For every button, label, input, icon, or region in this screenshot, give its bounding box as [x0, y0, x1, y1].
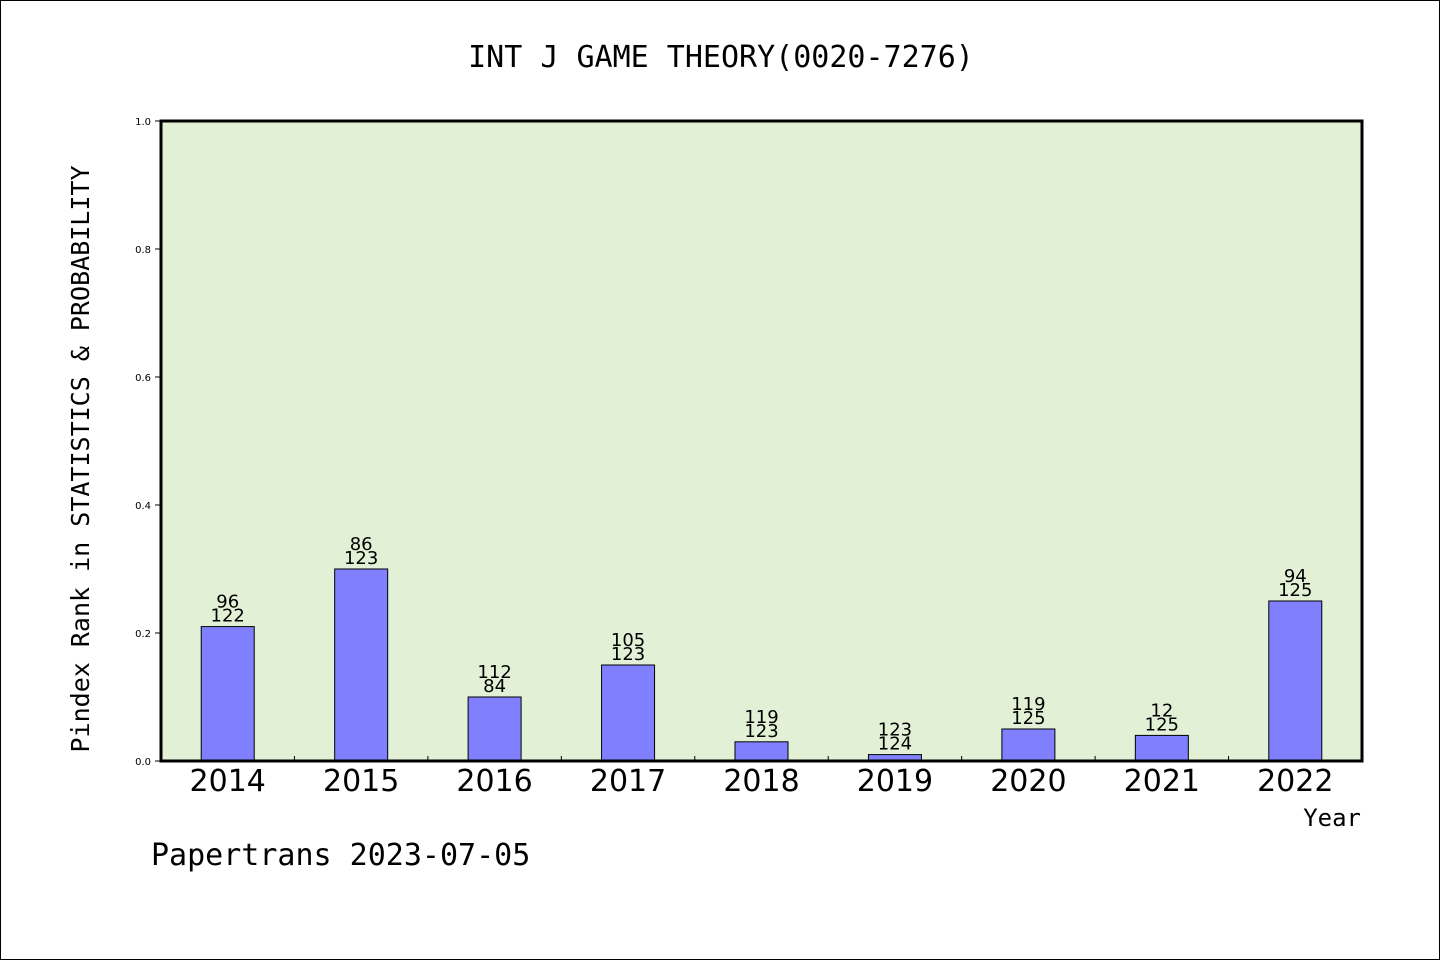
- data-label-top: 123: [878, 720, 912, 741]
- data-label-top: 119: [1011, 694, 1045, 715]
- x-tick-label: 2019: [857, 764, 933, 799]
- x-tick-label: 2021: [1124, 764, 1200, 799]
- data-label-top: 96: [216, 592, 239, 613]
- data-label-bottom: 125: [1145, 714, 1179, 735]
- data-label-bottom: 124: [878, 734, 912, 755]
- bar-2018: [734, 741, 789, 762]
- y-tick-label: 1.0: [135, 117, 151, 128]
- x-tick-label: 2015: [323, 764, 399, 799]
- plot-border: [159, 119, 1364, 763]
- y-axis-label: Pindex Rank in STATISTICS & PROBABILITY: [66, 166, 95, 753]
- chart-title: INT J GAME THEORY(0020-7276): [468, 40, 974, 75]
- x-tick-label: 2018: [723, 764, 799, 799]
- y-tick-label: 0.0: [135, 757, 151, 768]
- y-axis-ticks: 0.0 0.2 0.4 0.6 0.8 1.0: [135, 117, 161, 768]
- x-tick-label: 2022: [1257, 764, 1333, 799]
- data-label-top: 94: [1284, 566, 1307, 587]
- x-axis-ticks: 2014 2015 2016 2017 2018 2019 2020 2021 2022: [190, 756, 1333, 799]
- data-label-top: 105: [611, 630, 645, 651]
- bar-2014: [200, 626, 255, 762]
- bar-2022: [1268, 600, 1323, 762]
- data-label-top: 112: [477, 662, 511, 683]
- data-label-bottom: 125: [1278, 580, 1312, 601]
- data-label-top: 86: [350, 534, 373, 555]
- x-tick-label: 2017: [590, 764, 666, 799]
- x-tick-label: 2016: [456, 764, 532, 799]
- data-label-bottom: 125: [1011, 708, 1045, 729]
- bar-2016: [467, 696, 522, 762]
- y-tick-label: 0.2: [135, 629, 151, 640]
- footer-text: Papertrans 2023-07-05: [151, 838, 530, 873]
- x-axis-label: Year: [1303, 804, 1361, 832]
- x-tick-label: 2014: [190, 764, 266, 799]
- data-label-bottom: 122: [211, 606, 245, 627]
- data-label-top: 119: [744, 707, 778, 728]
- data-label-top: 12: [1150, 700, 1173, 721]
- x-tick-label: 2020: [990, 764, 1066, 799]
- y-tick-label: 0.6: [135, 373, 151, 384]
- bar-2021: [1134, 734, 1189, 762]
- data-label-bottom: 84: [483, 676, 506, 697]
- data-label-bottom: 123: [744, 721, 778, 742]
- bar-2020: [1001, 728, 1056, 762]
- y-tick-label: 0.4: [135, 501, 151, 512]
- data-label-bottom: 123: [611, 644, 645, 665]
- bar-2017: [601, 664, 656, 762]
- data-label-bottom: 123: [344, 548, 378, 569]
- y-tick-label: 0.8: [135, 245, 151, 256]
- bars: [200, 568, 1323, 762]
- bar-2015: [334, 568, 389, 762]
